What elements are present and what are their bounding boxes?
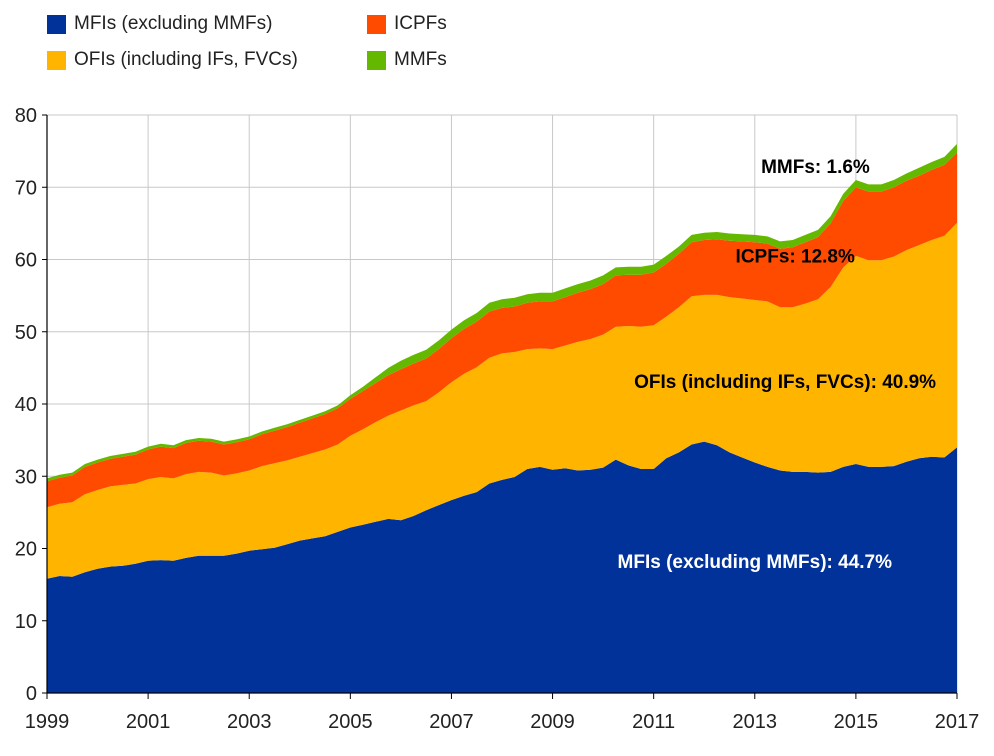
x-tick-label: 2011 bbox=[632, 711, 675, 733]
legend-item-mfis: MFIs (excluding MMFs) bbox=[47, 13, 272, 35]
area-series-0 bbox=[47, 441, 957, 693]
y-tick-label: 30 bbox=[15, 466, 37, 488]
x-tick-label: 2003 bbox=[227, 711, 272, 733]
y-tick-label: 80 bbox=[15, 105, 37, 127]
legend-item-icpfs: ICPFs bbox=[367, 13, 447, 35]
annotations: MMFs: 1.6% ICPFs: 12.8% OFIs (including IF… bbox=[618, 157, 937, 573]
area-series bbox=[47, 143, 957, 693]
area-series-1 bbox=[47, 222, 957, 579]
y-tick-label: 0 bbox=[26, 683, 37, 705]
annotation-2: OFIs (including IFs, FVCs): 40.9% bbox=[634, 372, 936, 393]
area-series-2 bbox=[47, 152, 957, 508]
legend-label-mmfs: MMFs bbox=[394, 49, 447, 70]
x-tick-label: 2017 bbox=[935, 711, 980, 733]
legend-label-mfis: MFIs (excluding MMFs) bbox=[74, 13, 273, 34]
x-tick-label: 2007 bbox=[429, 711, 474, 733]
x-tick-label: 2015 bbox=[834, 711, 879, 733]
legend-label-icpfs: ICPFs bbox=[394, 13, 447, 34]
y-tick-label: 70 bbox=[15, 177, 37, 199]
y-tick-label: 50 bbox=[15, 322, 37, 344]
x-tick-label: 2013 bbox=[733, 711, 778, 733]
y-tick-label: 60 bbox=[15, 250, 37, 272]
legend-swatch-ofis bbox=[47, 50, 66, 70]
y-tick-label: 20 bbox=[15, 539, 37, 561]
x-tick-label: 2005 bbox=[328, 711, 373, 733]
legend-label-ofis: OFIs (including IFs, FVCs) bbox=[74, 49, 298, 70]
legend-item-ofis: OFIs (including IFs, FVCs) bbox=[47, 49, 298, 71]
x-tick-label: 1999 bbox=[25, 711, 70, 733]
legend-swatch-mfis bbox=[47, 14, 66, 34]
x-tick-label: 2009 bbox=[530, 711, 575, 733]
y-tick-label: 10 bbox=[15, 611, 37, 633]
y-tick-label: 40 bbox=[15, 394, 37, 416]
legend-swatch-icpfs bbox=[367, 14, 386, 34]
legend-item-mmfs: MMFs bbox=[367, 49, 447, 71]
x-tick-label: 2001 bbox=[126, 711, 171, 733]
annotation-0: MMFs: 1.6% bbox=[761, 157, 870, 178]
annotation-1: ICPFs: 12.8% bbox=[736, 246, 855, 267]
x-axis-ticks: 1999 2001 2003 2005 2007 2009 2011 2013 2015 2017 bbox=[25, 693, 980, 733]
y-axis-ticks: 0 10 20 30 40 50 60 70 80 bbox=[15, 105, 47, 705]
annotation-3: MFIs (excluding MMFs): 44.7% bbox=[618, 552, 893, 573]
legend-swatch-mmfs bbox=[367, 50, 386, 70]
